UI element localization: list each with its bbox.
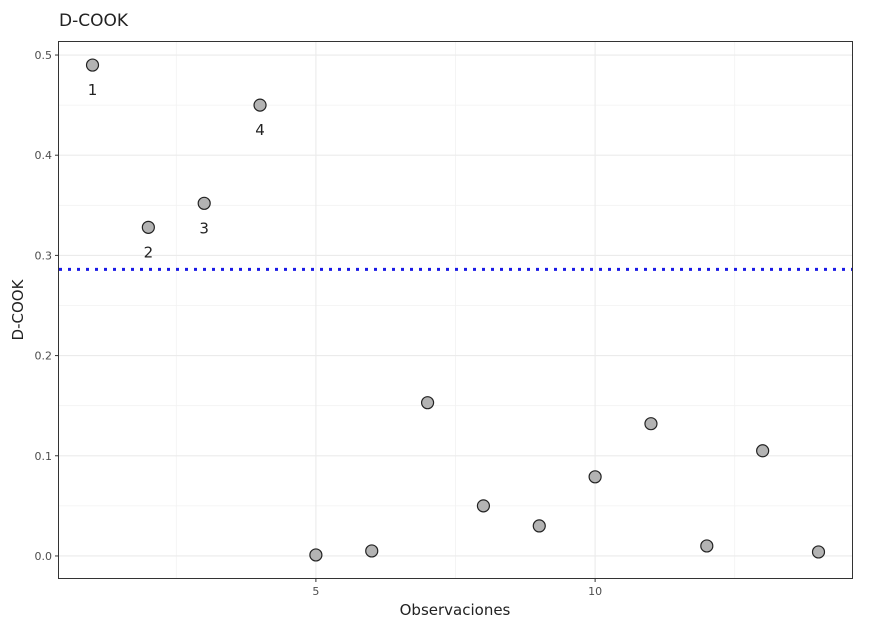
x-tick-label: 5: [312, 585, 319, 598]
plot-panel-border: [58, 41, 853, 579]
data-point: [700, 539, 714, 553]
point-labels: 1 2 3 4: [88, 81, 265, 261]
data-point: [85, 58, 100, 72]
data-point: [811, 545, 826, 559]
data-point: [365, 544, 379, 558]
y-axis-ticks: 0.0 0.1 0.2 0.3 0.4 0.5: [35, 49, 59, 563]
x-axis-title: Observaciones: [400, 601, 511, 619]
chart-title: D-COOK: [59, 11, 129, 31]
major-gridlines: [59, 42, 852, 578]
data-point: [141, 220, 155, 234]
minor-gridlines: [59, 42, 852, 578]
x-axis-ticks: 5 10: [312, 578, 602, 598]
y-tick-label: 0.2: [35, 350, 53, 363]
data-point: [476, 499, 491, 513]
y-tick-label: 0.4: [35, 149, 53, 162]
point-label: 2: [144, 243, 154, 261]
point-label: 3: [199, 219, 209, 237]
data-point: [420, 396, 435, 410]
data-point: [644, 417, 658, 431]
y-tick-label: 0.3: [35, 249, 53, 262]
y-tick-label: 0.0: [35, 550, 53, 563]
point-label: 1: [88, 81, 98, 99]
y-axis-title: D-COOK: [9, 278, 27, 340]
y-tick-label: 0.1: [35, 450, 53, 463]
data-point: [532, 519, 546, 533]
data-point: [309, 548, 323, 562]
data-point: [756, 444, 770, 458]
data-point: [197, 196, 211, 210]
data-point: [588, 470, 602, 484]
y-tick-label: 0.5: [35, 49, 53, 62]
x-tick-label: 10: [588, 585, 602, 598]
data-points: [85, 58, 826, 562]
point-label: 4: [255, 121, 265, 139]
data-point: [253, 98, 267, 112]
